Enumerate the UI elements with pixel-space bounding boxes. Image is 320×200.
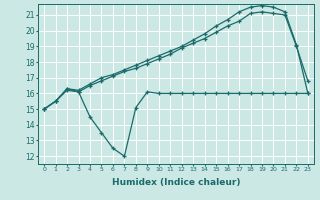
X-axis label: Humidex (Indice chaleur): Humidex (Indice chaleur) [112,178,240,187]
